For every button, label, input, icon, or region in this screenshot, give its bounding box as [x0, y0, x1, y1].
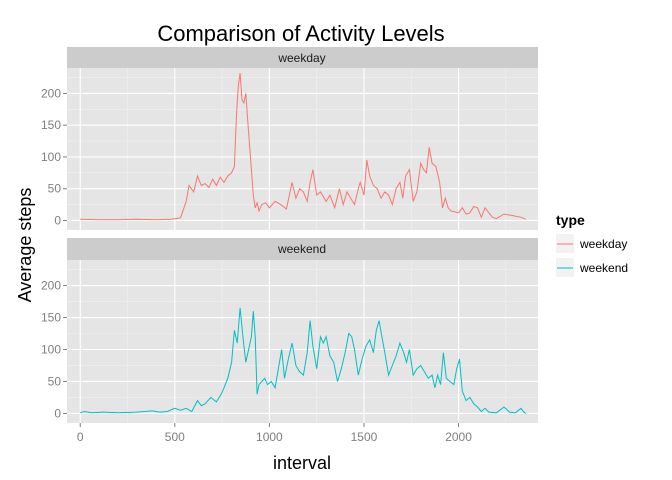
- gridlines-weekday: [67, 68, 538, 230]
- x-tick-label: 0: [77, 430, 84, 444]
- x-axis-title: interval: [273, 453, 331, 473]
- series-line-weekday: [80, 73, 526, 221]
- legend-label-weekend: weekend: [579, 261, 628, 275]
- plot-area-weekday: [67, 68, 538, 230]
- y-tick-label: 50: [48, 182, 62, 196]
- gridlines-weekend: [67, 260, 538, 423]
- panel-weekend: weekend: [67, 238, 538, 423]
- y-tick-label: 0: [54, 406, 61, 420]
- y-tick-label: 200: [41, 86, 61, 100]
- strip-label-weekday: weekday: [277, 51, 325, 65]
- legend: type weekday weekend: [556, 212, 628, 277]
- y-tick-label: 50: [48, 374, 62, 388]
- strip-weekday: [67, 47, 538, 68]
- y-tick-label: 100: [41, 150, 61, 164]
- x-tick-label: 500: [165, 430, 185, 444]
- x-tick-label: 2000: [445, 430, 472, 444]
- y-tick-label: 150: [41, 311, 61, 325]
- y-axis-ticks-weekday: 0 50 100 150 200: [41, 86, 67, 227]
- x-tick-label: 1000: [256, 430, 283, 444]
- strip-weekend: [67, 238, 538, 260]
- legend-title: type: [556, 212, 585, 228]
- x-axis-ticks: 0 500 1000 1500 2000: [77, 423, 472, 444]
- y-tick-label: 0: [54, 213, 61, 227]
- y-axis-title: Average steps: [15, 188, 35, 303]
- x-tick-label: 1500: [351, 430, 378, 444]
- series-line-weekend: [80, 307, 526, 414]
- plot-area-weekend: [67, 260, 538, 423]
- legend-label-weekday: weekday: [579, 237, 627, 251]
- y-tick-label: 100: [41, 342, 61, 356]
- y-tick-label: 200: [41, 279, 61, 293]
- y-tick-label: 150: [41, 118, 61, 132]
- y-axis-ticks-weekend: 0 50 100 150 200: [41, 279, 67, 420]
- chart-title: Comparison of Activity Levels: [157, 21, 444, 46]
- strip-label-weekend: weekend: [277, 242, 326, 256]
- panel-weekday: weekday: [67, 47, 538, 230]
